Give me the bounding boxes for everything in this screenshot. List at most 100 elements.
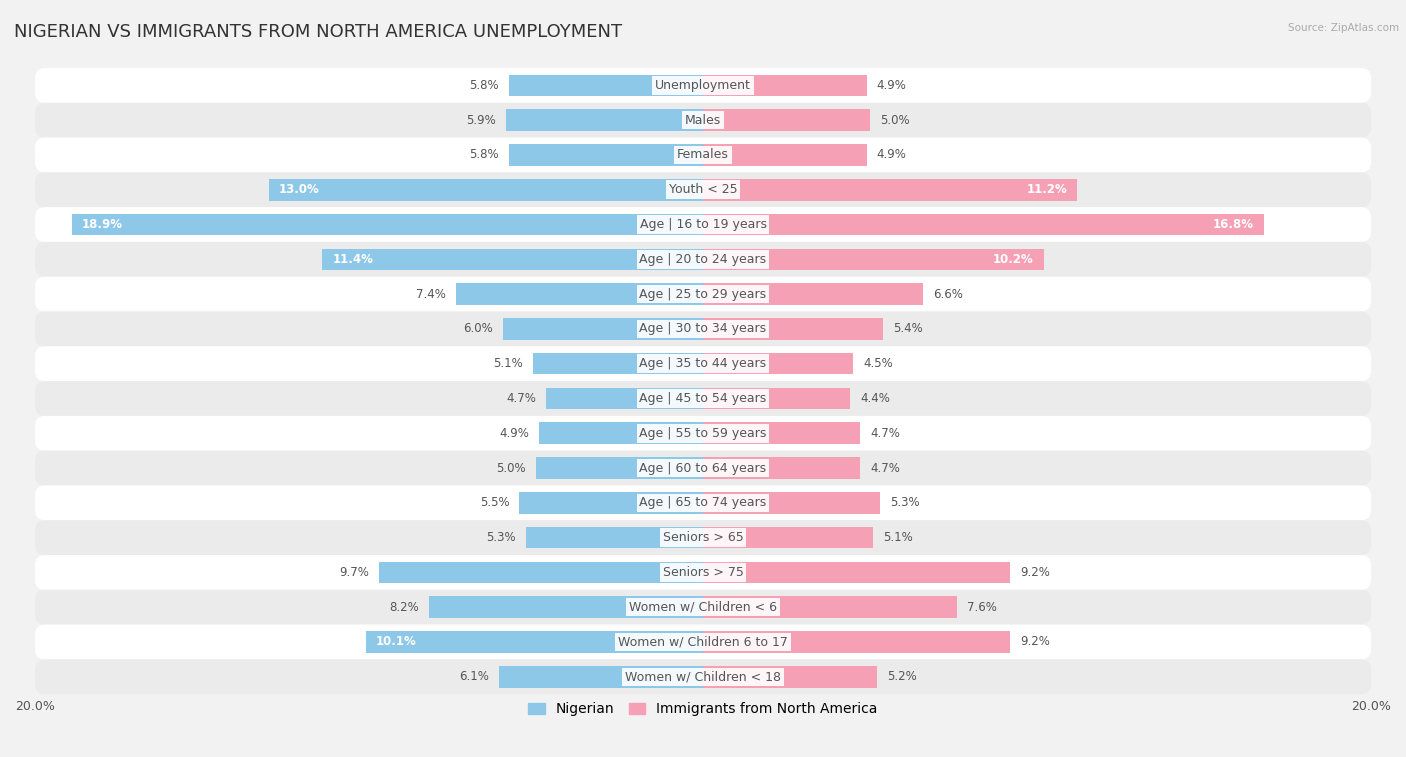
Text: 6.0%: 6.0% xyxy=(463,322,492,335)
Bar xyxy=(703,562,1011,583)
FancyBboxPatch shape xyxy=(35,520,1371,555)
Text: 5.1%: 5.1% xyxy=(883,531,912,544)
Text: Unemployment: Unemployment xyxy=(655,79,751,92)
Text: 11.2%: 11.2% xyxy=(1026,183,1067,196)
Bar xyxy=(519,492,703,514)
FancyBboxPatch shape xyxy=(35,416,1371,450)
FancyBboxPatch shape xyxy=(35,346,1371,381)
FancyBboxPatch shape xyxy=(35,659,1371,694)
Text: 5.1%: 5.1% xyxy=(494,357,523,370)
Text: 5.9%: 5.9% xyxy=(467,114,496,126)
Text: 6.6%: 6.6% xyxy=(934,288,963,301)
Text: 4.7%: 4.7% xyxy=(870,427,900,440)
Text: Age | 30 to 34 years: Age | 30 to 34 years xyxy=(640,322,766,335)
Text: Women w/ Children 6 to 17: Women w/ Children 6 to 17 xyxy=(619,635,787,649)
Text: Age | 35 to 44 years: Age | 35 to 44 years xyxy=(640,357,766,370)
Bar xyxy=(269,179,703,201)
Text: Age | 16 to 19 years: Age | 16 to 19 years xyxy=(640,218,766,231)
Bar xyxy=(703,144,866,166)
Bar xyxy=(703,353,853,375)
Text: Females: Females xyxy=(678,148,728,161)
Text: 4.9%: 4.9% xyxy=(877,79,907,92)
Bar xyxy=(456,283,703,305)
Bar xyxy=(703,527,873,548)
Text: Age | 55 to 59 years: Age | 55 to 59 years xyxy=(640,427,766,440)
Bar xyxy=(509,144,703,166)
Bar xyxy=(509,75,703,96)
Text: 7.4%: 7.4% xyxy=(416,288,446,301)
FancyBboxPatch shape xyxy=(35,450,1371,485)
Bar xyxy=(546,388,703,410)
Bar xyxy=(536,457,703,479)
Bar xyxy=(380,562,703,583)
Text: Males: Males xyxy=(685,114,721,126)
FancyBboxPatch shape xyxy=(35,485,1371,520)
Text: Women w/ Children < 6: Women w/ Children < 6 xyxy=(628,601,778,614)
FancyBboxPatch shape xyxy=(35,138,1371,173)
Text: 5.0%: 5.0% xyxy=(496,462,526,475)
Text: 11.4%: 11.4% xyxy=(332,253,373,266)
FancyBboxPatch shape xyxy=(35,625,1371,659)
Text: 5.3%: 5.3% xyxy=(486,531,516,544)
Bar xyxy=(703,457,860,479)
Text: Age | 45 to 54 years: Age | 45 to 54 years xyxy=(640,392,766,405)
Text: Seniors > 75: Seniors > 75 xyxy=(662,566,744,579)
Text: 4.7%: 4.7% xyxy=(506,392,536,405)
Text: 10.2%: 10.2% xyxy=(993,253,1033,266)
Text: 16.8%: 16.8% xyxy=(1213,218,1254,231)
FancyBboxPatch shape xyxy=(35,381,1371,416)
Text: 5.2%: 5.2% xyxy=(887,670,917,684)
Bar xyxy=(703,283,924,305)
FancyBboxPatch shape xyxy=(35,207,1371,242)
Text: Age | 25 to 29 years: Age | 25 to 29 years xyxy=(640,288,766,301)
FancyBboxPatch shape xyxy=(35,555,1371,590)
Bar xyxy=(72,213,703,235)
Text: 9.2%: 9.2% xyxy=(1021,635,1050,649)
Legend: Nigerian, Immigrants from North America: Nigerian, Immigrants from North America xyxy=(523,696,883,721)
Bar xyxy=(703,248,1043,270)
Bar xyxy=(703,388,851,410)
Text: Women w/ Children < 18: Women w/ Children < 18 xyxy=(626,670,780,684)
Text: 4.9%: 4.9% xyxy=(499,427,529,440)
Bar xyxy=(322,248,703,270)
Bar xyxy=(703,179,1077,201)
Text: 5.8%: 5.8% xyxy=(470,79,499,92)
Text: Age | 20 to 24 years: Age | 20 to 24 years xyxy=(640,253,766,266)
FancyBboxPatch shape xyxy=(35,590,1371,625)
Bar xyxy=(703,492,880,514)
Text: 4.5%: 4.5% xyxy=(863,357,893,370)
FancyBboxPatch shape xyxy=(35,277,1371,312)
Text: 13.0%: 13.0% xyxy=(278,183,319,196)
Bar xyxy=(703,75,866,96)
Bar xyxy=(502,318,703,340)
Text: 7.6%: 7.6% xyxy=(967,601,997,614)
Bar xyxy=(506,110,703,131)
Text: 5.8%: 5.8% xyxy=(470,148,499,161)
Text: 5.3%: 5.3% xyxy=(890,497,920,509)
Text: 6.1%: 6.1% xyxy=(460,670,489,684)
Text: Source: ZipAtlas.com: Source: ZipAtlas.com xyxy=(1288,23,1399,33)
Bar xyxy=(499,666,703,687)
Text: Age | 60 to 64 years: Age | 60 to 64 years xyxy=(640,462,766,475)
Bar xyxy=(703,318,883,340)
Bar xyxy=(703,666,877,687)
Text: 5.4%: 5.4% xyxy=(893,322,924,335)
Bar xyxy=(526,527,703,548)
Text: Youth < 25: Youth < 25 xyxy=(669,183,737,196)
Text: 4.4%: 4.4% xyxy=(860,392,890,405)
Text: Seniors > 65: Seniors > 65 xyxy=(662,531,744,544)
Bar xyxy=(703,631,1011,653)
Bar xyxy=(703,213,1264,235)
FancyBboxPatch shape xyxy=(35,173,1371,207)
FancyBboxPatch shape xyxy=(35,312,1371,346)
Bar xyxy=(703,110,870,131)
Bar xyxy=(540,422,703,444)
Text: NIGERIAN VS IMMIGRANTS FROM NORTH AMERICA UNEMPLOYMENT: NIGERIAN VS IMMIGRANTS FROM NORTH AMERIC… xyxy=(14,23,623,41)
Text: 18.9%: 18.9% xyxy=(82,218,122,231)
Text: 4.7%: 4.7% xyxy=(870,462,900,475)
Bar xyxy=(429,597,703,618)
FancyBboxPatch shape xyxy=(35,103,1371,138)
Text: 8.2%: 8.2% xyxy=(389,601,419,614)
FancyBboxPatch shape xyxy=(35,68,1371,103)
Text: 4.9%: 4.9% xyxy=(877,148,907,161)
